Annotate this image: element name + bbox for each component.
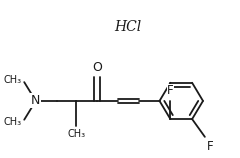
Text: F: F [207, 140, 214, 153]
Text: CH₃: CH₃ [67, 129, 85, 139]
Text: F: F [167, 84, 174, 97]
Text: CH₃: CH₃ [3, 75, 21, 85]
Text: O: O [92, 61, 102, 74]
Text: CH₃: CH₃ [3, 117, 21, 127]
Text: HCl: HCl [115, 20, 142, 34]
Text: N: N [31, 94, 41, 107]
